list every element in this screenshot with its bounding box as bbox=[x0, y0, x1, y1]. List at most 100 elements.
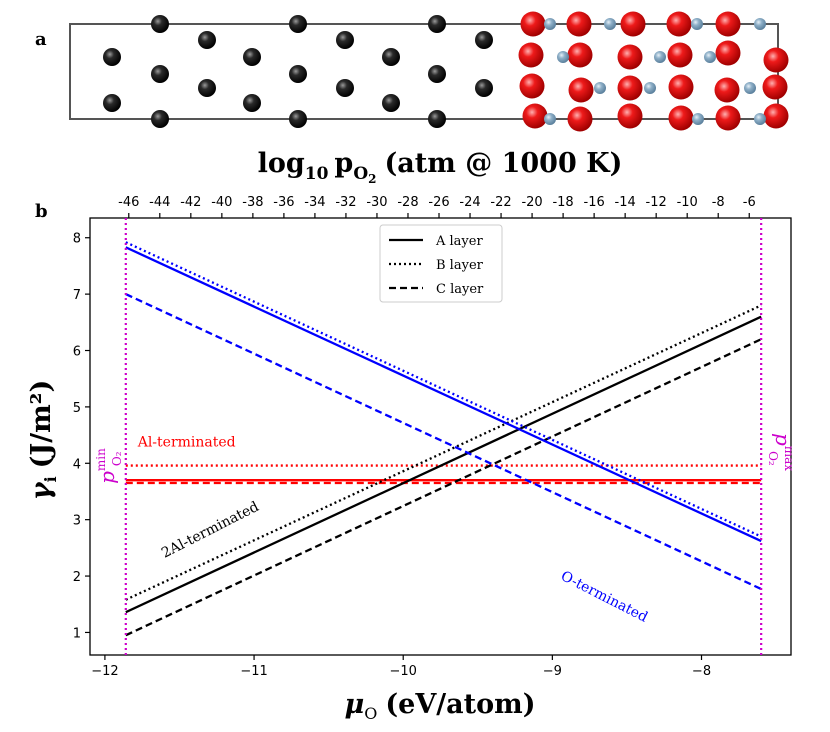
surface-al-atom bbox=[744, 82, 756, 94]
panel-a-label: a bbox=[35, 29, 47, 50]
top-tick-label: -24 bbox=[459, 195, 480, 210]
al-atom bbox=[336, 79, 354, 97]
top-tick-label: -14 bbox=[615, 195, 636, 210]
legend-label-a: A layer bbox=[435, 234, 483, 249]
pmax-label: pmaxO₂ bbox=[766, 433, 796, 471]
legend: A layer B layer C layer bbox=[379, 224, 503, 303]
al-atom bbox=[103, 48, 121, 66]
y-tick-label: 1 bbox=[73, 626, 81, 641]
o-atom bbox=[668, 74, 694, 100]
al-atom bbox=[289, 65, 307, 83]
al-atom bbox=[198, 31, 216, 49]
al-atom bbox=[382, 94, 400, 112]
x-tick-label: −11 bbox=[240, 664, 267, 679]
top-tick-label: -32 bbox=[335, 195, 356, 210]
atomic-structure bbox=[103, 11, 789, 132]
al-atom bbox=[336, 31, 354, 49]
top-axis-title: log10 pO2 (atm @ 1000 K) bbox=[258, 148, 623, 186]
series-lines bbox=[125, 241, 762, 637]
top-tick-label: -44 bbox=[149, 195, 170, 210]
series-line bbox=[125, 246, 762, 543]
legend-label-b: B layer bbox=[436, 258, 484, 273]
top-tick-label: -34 bbox=[304, 195, 325, 210]
al-atom bbox=[428, 110, 446, 128]
panel-b-label: b bbox=[35, 201, 48, 222]
series-line bbox=[125, 304, 762, 601]
top-tick-label: -38 bbox=[242, 195, 263, 210]
x-tick-label: −9 bbox=[543, 664, 562, 679]
o-atom bbox=[620, 11, 646, 37]
o-atom bbox=[566, 11, 592, 37]
y-tick-label: 4 bbox=[73, 457, 81, 472]
series-line bbox=[125, 293, 762, 591]
top-tick-label: -20 bbox=[521, 195, 542, 210]
top-tick-label: -42 bbox=[180, 195, 201, 210]
o-atom bbox=[520, 11, 546, 37]
surface-al-atom bbox=[704, 51, 716, 63]
al-atom bbox=[428, 65, 446, 83]
top-tick-label: -36 bbox=[273, 195, 294, 210]
o-atom bbox=[715, 105, 741, 131]
o-atom bbox=[715, 11, 741, 37]
o-atom bbox=[762, 74, 788, 100]
surface-al-atom bbox=[604, 18, 616, 30]
al-atom bbox=[289, 15, 307, 33]
al-atom bbox=[475, 79, 493, 97]
o-atom bbox=[617, 103, 643, 129]
y-tick-label: 7 bbox=[73, 288, 81, 303]
top-tick-label: -10 bbox=[677, 195, 698, 210]
top-tick-label: -46 bbox=[118, 195, 139, 210]
x-tick-label: −10 bbox=[389, 664, 416, 679]
o-atom bbox=[666, 11, 692, 37]
o-atom bbox=[715, 40, 741, 66]
top-tick-label: -40 bbox=[211, 195, 232, 210]
pmin-label: pmin O₂ bbox=[94, 448, 124, 484]
surface-al-atom bbox=[754, 113, 766, 125]
legend-label-c: C layer bbox=[436, 282, 484, 297]
surface-al-atom bbox=[692, 113, 704, 125]
y-axis-title: γi(J/m²) bbox=[26, 380, 60, 501]
o-atom bbox=[568, 77, 594, 103]
top-tick-label: -12 bbox=[646, 195, 667, 210]
o-atom bbox=[667, 42, 693, 68]
o-atom bbox=[567, 42, 593, 68]
top-tick-label: -22 bbox=[490, 195, 511, 210]
y-tick-label: 8 bbox=[73, 232, 81, 247]
al-atom bbox=[289, 110, 307, 128]
series-line bbox=[125, 315, 762, 614]
o-atom bbox=[617, 44, 643, 70]
al-atom bbox=[151, 65, 169, 83]
top-tick-label: -26 bbox=[428, 195, 449, 210]
surface-al-atom bbox=[594, 82, 606, 94]
al-atom bbox=[151, 15, 169, 33]
surface-al-atom bbox=[691, 18, 703, 30]
o-atom bbox=[518, 42, 544, 68]
simulation-cell-box bbox=[69, 23, 779, 120]
region-annotation: 2Al-terminated bbox=[159, 499, 261, 562]
o-atom bbox=[519, 73, 545, 99]
top-tick-label: -6 bbox=[743, 195, 756, 210]
o-atom bbox=[714, 77, 740, 103]
surface-al-atom bbox=[544, 113, 556, 125]
al-atom bbox=[243, 94, 261, 112]
al-atom bbox=[475, 31, 493, 49]
x-tick-label: −8 bbox=[692, 664, 711, 679]
al-atom bbox=[382, 48, 400, 66]
series-line bbox=[125, 241, 762, 538]
plot-frame bbox=[89, 217, 792, 656]
region-annotation: O-terminated bbox=[558, 568, 650, 626]
al-atom bbox=[428, 15, 446, 33]
surface-al-atom bbox=[644, 82, 656, 94]
legend-box bbox=[379, 224, 503, 303]
series-line bbox=[125, 338, 762, 637]
al-atom bbox=[198, 79, 216, 97]
al-atom bbox=[103, 94, 121, 112]
top-tick-label: -8 bbox=[712, 195, 725, 210]
annotations: Al-terminated 2Al-terminated O-terminated bbox=[137, 434, 650, 625]
y-tick-label: 6 bbox=[73, 345, 81, 360]
x-axis-title: μO (eV/atom) bbox=[345, 689, 536, 723]
y-tick-label: 2 bbox=[73, 570, 81, 585]
region-annotation: Al-terminated bbox=[137, 434, 236, 450]
